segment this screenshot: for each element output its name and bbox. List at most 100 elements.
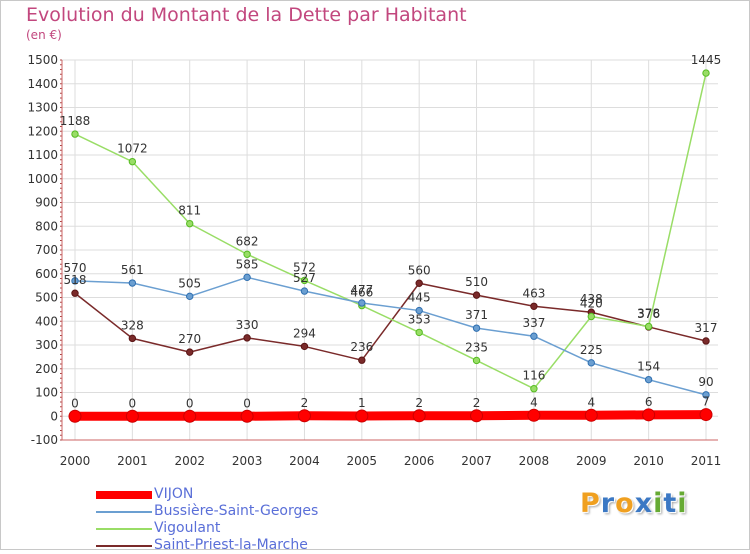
data-point (644, 322, 653, 331)
logo-letter: i (677, 488, 688, 519)
y-tick-label: 800 (35, 219, 58, 233)
chart-title: Evolution du Montant de la Dette par Hab… (26, 4, 467, 26)
x-tick-label: 2007 (461, 454, 492, 468)
chart-unit: (en €) (26, 28, 62, 42)
data-point (587, 359, 595, 367)
data-label: 463 (522, 286, 545, 300)
data-point (68, 409, 82, 423)
data-point (128, 279, 137, 287)
line-chart: -100010020030040050060070080090010001100… (27, 53, 722, 468)
data-label: 90 (698, 375, 713, 389)
x-tick-label: 2006 (404, 454, 435, 468)
y-tick-label: 1200 (27, 124, 58, 138)
data-label: 682 (236, 234, 259, 248)
data-label: 1445 (691, 53, 722, 67)
data-label: 477 (350, 283, 373, 297)
data-point (702, 69, 710, 77)
legend-label: Bussière-Saint-Georges (154, 503, 319, 519)
x-tick-label: 2011 (691, 454, 722, 468)
legend-item: Saint-Priest-la-Marche (96, 537, 318, 554)
y-tick-label: 200 (35, 362, 58, 376)
legend-item: VIJON (96, 486, 318, 503)
data-point (243, 273, 251, 282)
data-point (186, 219, 194, 228)
data-point (358, 299, 366, 307)
proxiti-logo: Proxiti (580, 488, 688, 519)
y-tick-label: 100 (35, 386, 58, 400)
data-point (702, 337, 710, 345)
data-label: 2 (473, 396, 481, 410)
data-label: 1 (358, 396, 366, 410)
logo-letter: t (663, 488, 678, 519)
data-label: 376 (637, 307, 660, 321)
data-label: 585 (236, 257, 259, 271)
legend-label: Vigoulant (154, 520, 221, 536)
logo-letter: P (580, 488, 601, 519)
y-tick-label: 900 (35, 196, 58, 210)
data-point (300, 276, 309, 285)
data-point (186, 292, 194, 301)
data-point (415, 328, 423, 337)
logo-letter: r (600, 488, 616, 519)
data-point (240, 409, 254, 423)
data-point (415, 306, 423, 315)
data-label: 505 (178, 276, 201, 290)
x-tick-label: 2004 (289, 454, 320, 468)
y-tick-label: 0 (50, 409, 58, 423)
data-label: 572 (293, 260, 316, 274)
data-label: 236 (350, 340, 373, 354)
legend-item: Bussière-Saint-Georges (96, 503, 318, 520)
data-label: 420 (580, 297, 603, 311)
data-label: 328 (121, 318, 144, 332)
data-label: 353 (408, 312, 431, 326)
data-point (530, 385, 538, 393)
logo-letter: x (634, 488, 654, 519)
x-tick-label: 2008 (519, 454, 550, 468)
grid (62, 59, 718, 441)
data-label: 317 (695, 321, 718, 335)
logo-letter: o (615, 488, 635, 519)
data-point (71, 130, 79, 138)
data-label: 378 (637, 306, 660, 320)
y-tick-label: 1000 (27, 172, 58, 186)
series-line-0 (70, 410, 711, 421)
legend-swatch (96, 527, 152, 530)
y-tick-label: 1400 (27, 77, 58, 91)
data-point (297, 409, 311, 423)
data-label: 0 (71, 396, 79, 410)
data-point (587, 312, 595, 321)
data-point (358, 356, 366, 364)
data-point (412, 409, 426, 423)
data-point (702, 391, 710, 399)
legend-label: VIJON (154, 486, 194, 502)
data-label: 116 (522, 369, 545, 383)
x-tick-label: 2003 (232, 454, 263, 468)
series-line-3 (74, 282, 707, 361)
data-point (128, 157, 137, 166)
data-label: 811 (178, 204, 201, 218)
data-label: 2 (415, 396, 423, 410)
series-line-2 (74, 72, 707, 390)
data-point (530, 302, 538, 310)
data-label: 0 (186, 396, 194, 410)
x-tick-label: 2000 (60, 454, 91, 468)
data-label: 270 (178, 332, 201, 346)
data-point (584, 408, 598, 422)
data-label: 518 (64, 273, 87, 287)
data-label: 6 (645, 395, 653, 409)
data-point (300, 287, 309, 295)
legend-swatch (96, 490, 152, 499)
data-label: 438 (580, 292, 603, 306)
data-label: 1072 (117, 142, 148, 156)
data-label: 154 (637, 360, 660, 374)
x-tick-label: 2009 (576, 454, 607, 468)
axes: -100010020030040050060070080090010001100… (27, 53, 721, 468)
y-tick-label: -100 (31, 433, 58, 447)
y-tick-label: 400 (35, 314, 58, 328)
data-point (472, 356, 481, 365)
legend-swatch (96, 544, 152, 547)
data-point (642, 408, 656, 422)
y-tick-label: 1300 (27, 101, 58, 115)
y-tick-label: 700 (35, 243, 58, 257)
data-label: 330 (236, 318, 259, 332)
